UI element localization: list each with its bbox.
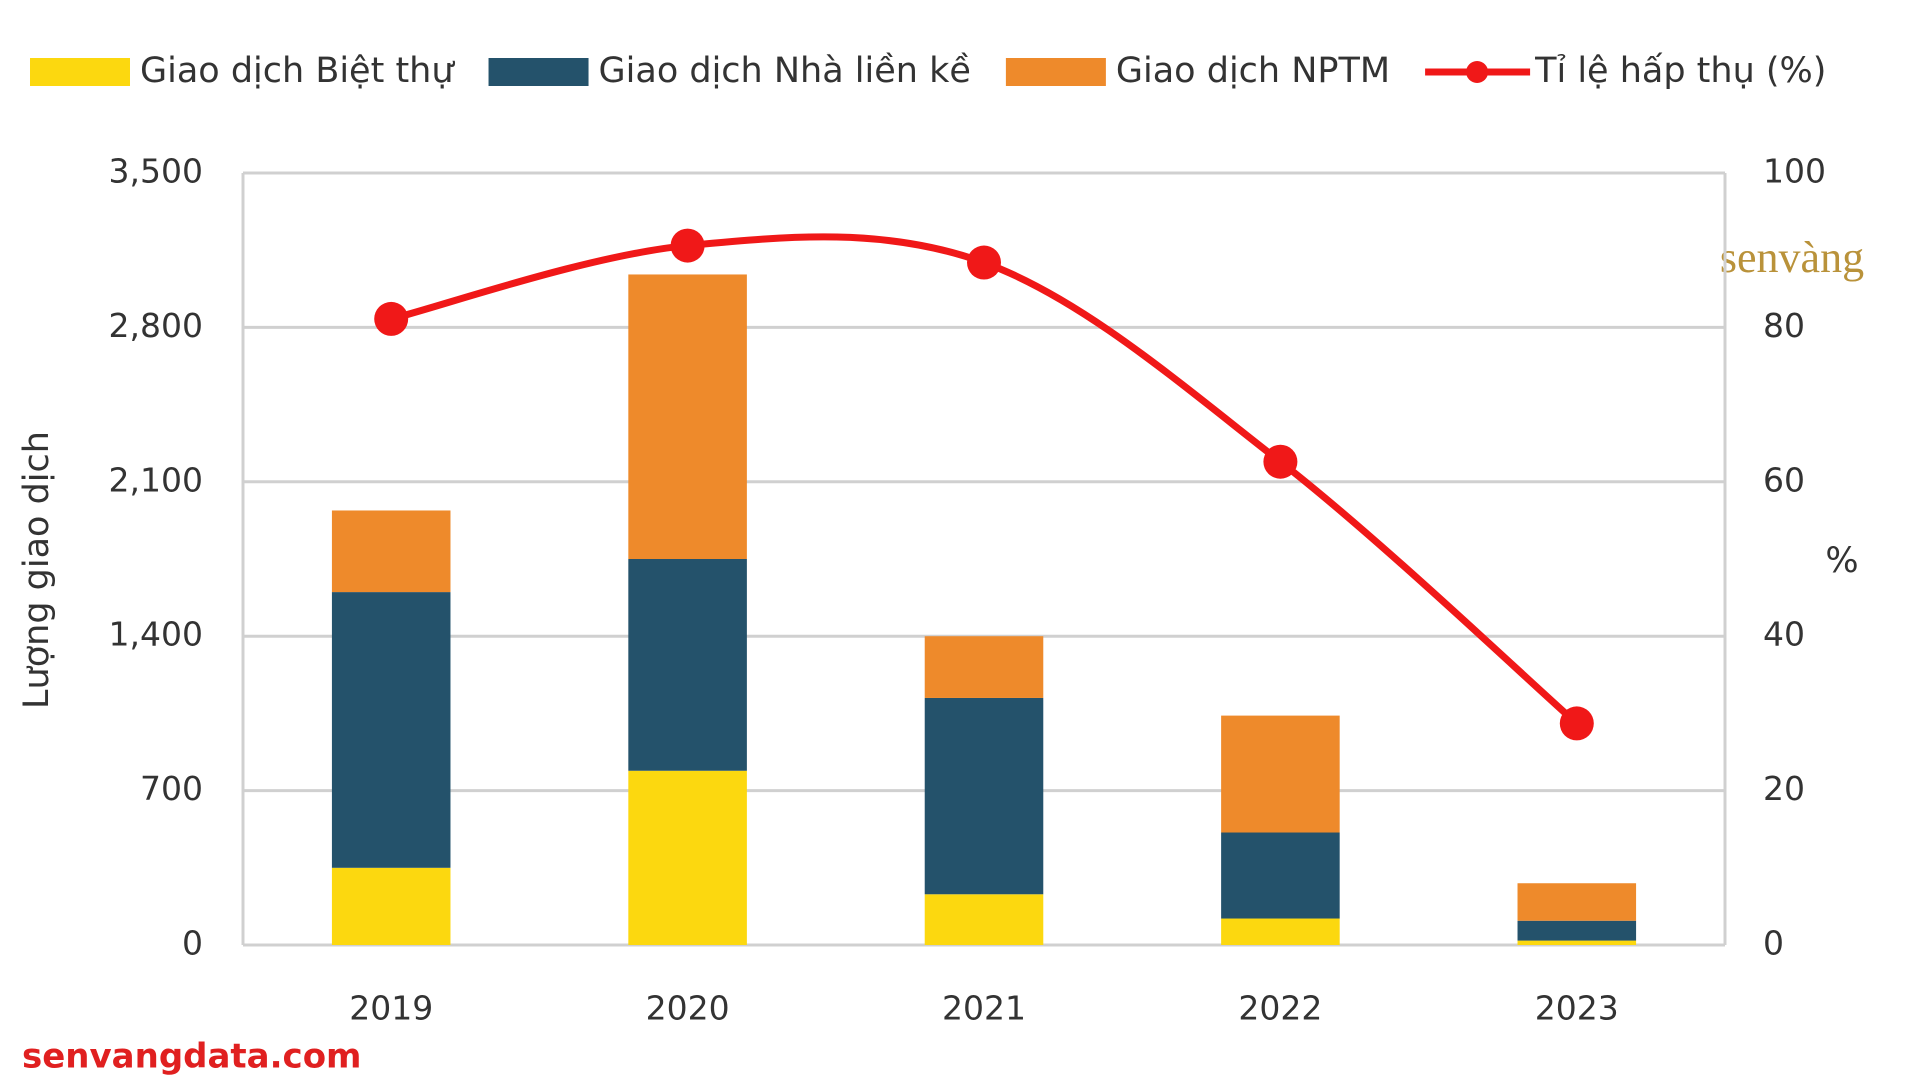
bar-segment bbox=[1221, 918, 1340, 945]
y2-tick-label: 40 bbox=[1763, 615, 1805, 654]
y-tick-label: 2,800 bbox=[109, 306, 203, 345]
y-axis-label: Lượng giao dịch bbox=[17, 431, 57, 709]
y-tick-label: 0 bbox=[182, 924, 203, 963]
bar-segment bbox=[924, 894, 1044, 945]
y-tick-label: 1,400 bbox=[109, 615, 203, 654]
y2-tick-label: 100 bbox=[1763, 152, 1826, 191]
bar-segment bbox=[924, 697, 1044, 895]
bar-segment bbox=[331, 592, 451, 868]
legend-swatch bbox=[1466, 61, 1489, 83]
bar-segment bbox=[1517, 940, 1637, 945]
y-tick-label: 2,100 bbox=[109, 460, 203, 499]
watermark: senvàng bbox=[1720, 233, 1864, 282]
legend-label: Giao dịch Biệt thự bbox=[140, 51, 455, 91]
bar-segment bbox=[924, 636, 1044, 698]
legend-label: Giao dịch NPTM bbox=[1116, 51, 1390, 91]
x-tick-label: 2023 bbox=[1535, 989, 1619, 1028]
bar-segment bbox=[331, 510, 451, 593]
line-point bbox=[1263, 444, 1298, 479]
y2-tick-label: 80 bbox=[1763, 306, 1805, 345]
line-point bbox=[670, 228, 705, 263]
bar-segment bbox=[1221, 715, 1340, 833]
bar-segment bbox=[1517, 920, 1637, 941]
x-tick-label: 2019 bbox=[349, 989, 433, 1028]
bar-segment bbox=[1517, 883, 1637, 921]
y2-tick-label: 0 bbox=[1763, 924, 1784, 963]
bar-segment bbox=[628, 559, 747, 771]
y-tick-label: 3,500 bbox=[109, 152, 203, 191]
y2-tick-label: 60 bbox=[1763, 460, 1805, 499]
bar-segment bbox=[331, 867, 451, 945]
bar-segment bbox=[1221, 832, 1340, 919]
bar-segment bbox=[628, 274, 747, 559]
legend-swatch bbox=[1005, 58, 1106, 86]
legend-swatch bbox=[488, 58, 589, 86]
legend-label: Giao dịch Nhà liền kề bbox=[599, 51, 971, 91]
y2-axis-label: % bbox=[1825, 541, 1858, 581]
y-tick-label: 700 bbox=[140, 769, 203, 808]
source: senvangdata.com bbox=[22, 1037, 362, 1077]
x-tick-label: 2020 bbox=[646, 989, 730, 1028]
legend-swatch bbox=[30, 58, 130, 86]
line-point bbox=[967, 245, 1001, 280]
x-tick-label: 2021 bbox=[942, 989, 1026, 1028]
x-tick-label: 2022 bbox=[1238, 989, 1322, 1028]
bar-segment bbox=[628, 770, 747, 945]
legend-label: Tỉ lệ hấp thụ (%) bbox=[1534, 51, 1826, 91]
line-point bbox=[1559, 706, 1594, 741]
y2-tick-label: 20 bbox=[1763, 769, 1805, 808]
line-point bbox=[374, 301, 409, 336]
